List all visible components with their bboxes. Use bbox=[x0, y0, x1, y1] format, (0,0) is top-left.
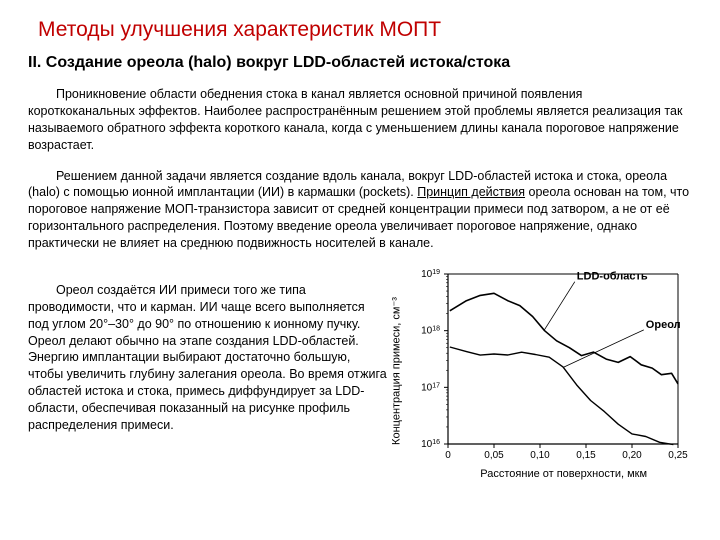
paragraph-1-text: Проникновение области обеднения стока в … bbox=[28, 87, 682, 152]
svg-text:LDD-область: LDD-область bbox=[577, 271, 648, 283]
chart-svg: 0 0,05 0,10 0,15 0,20 0,25 1016 1017 1018 1019 LDD… bbox=[402, 266, 692, 466]
page-title: Методы улучшения характеристик МОПТ bbox=[38, 18, 692, 42]
paragraph-2-underline: Принцип действия bbox=[417, 185, 525, 199]
slide: Методы улучшения характеристик МОПТ II. … bbox=[0, 0, 720, 540]
chart-x-label: Расстояние от поверхности, мкм bbox=[480, 468, 647, 480]
paragraph-1: Проникновение области обеднения стока в … bbox=[28, 86, 692, 154]
svg-text:0,20: 0,20 bbox=[622, 450, 642, 461]
svg-text:1017: 1017 bbox=[421, 382, 440, 394]
svg-text:1018: 1018 bbox=[421, 325, 440, 337]
section-heading: II. Создание ореола (halo) вокруг LDD-об… bbox=[28, 54, 692, 72]
chart-y-label: Концентрация примеси, см⁻³ bbox=[390, 297, 403, 445]
paragraph-3: Ореол создаётся ИИ примеси того же типа … bbox=[28, 282, 388, 434]
svg-text:0,15: 0,15 bbox=[576, 450, 596, 461]
paragraph-2: Решением данной задачи является создание… bbox=[28, 168, 692, 252]
svg-text:0,25: 0,25 bbox=[668, 450, 688, 461]
svg-text:0,05: 0,05 bbox=[484, 450, 504, 461]
paragraph-3-wrap: Ореол создаётся ИИ примеси того же типа … bbox=[28, 266, 388, 448]
concentration-chart: Концентрация примеси, см⁻³ 00,050,100,15… bbox=[402, 266, 692, 476]
row-text-chart: Ореол создаётся ИИ примеси того же типа … bbox=[28, 266, 692, 476]
svg-text:0,10: 0,10 bbox=[530, 450, 550, 461]
svg-text:0: 0 bbox=[445, 450, 451, 461]
svg-text:Ореол: Ореол bbox=[646, 319, 681, 331]
chart-panel: Концентрация примеси, см⁻³ 00,050,100,15… bbox=[402, 266, 692, 476]
paragraph-3-text: Ореол создаётся ИИ примеси того же типа … bbox=[28, 283, 387, 432]
svg-text:1019: 1019 bbox=[421, 268, 440, 280]
svg-text:1016: 1016 bbox=[421, 438, 440, 450]
